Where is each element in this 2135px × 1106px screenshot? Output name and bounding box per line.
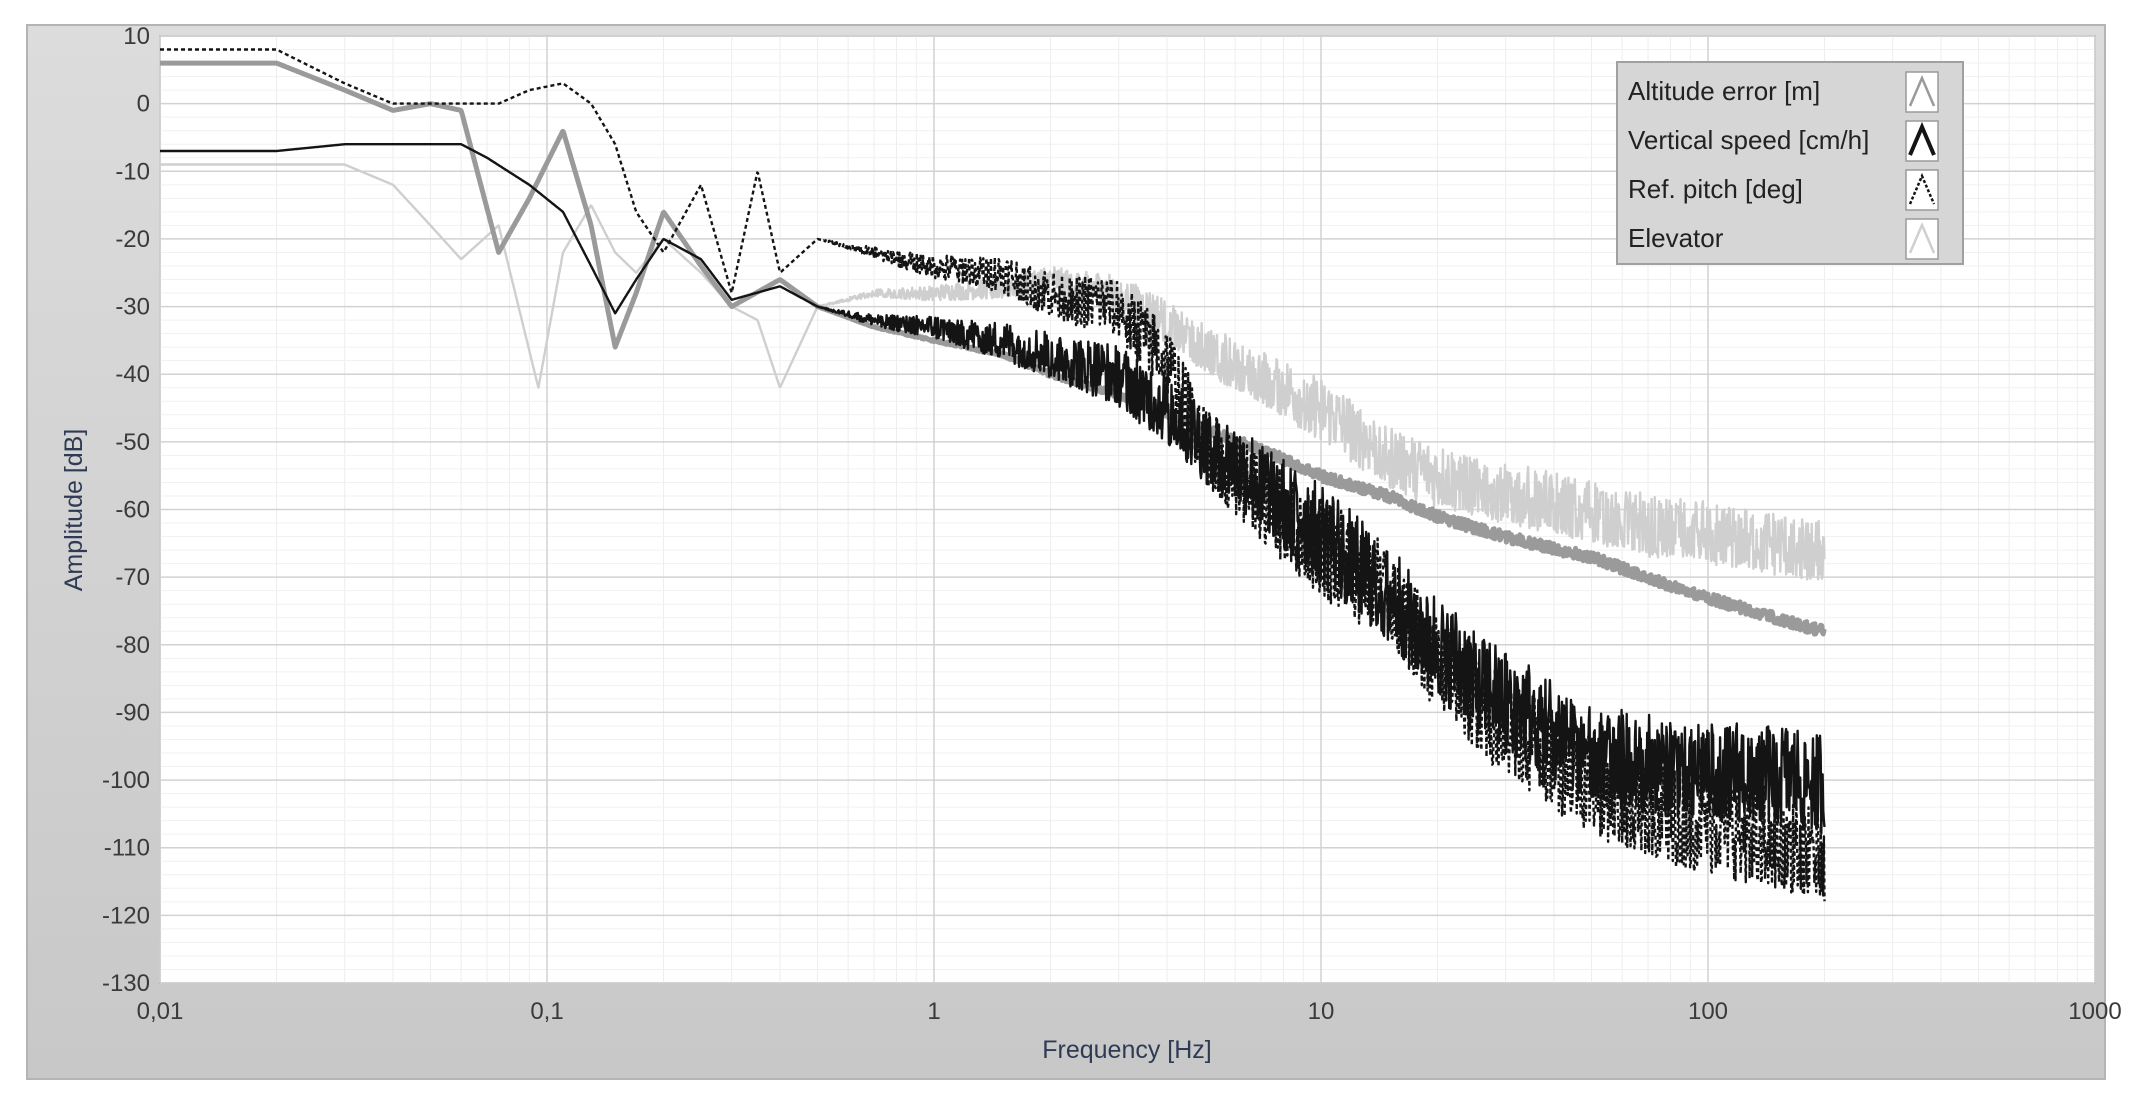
y-tick-label: -110 bbox=[104, 835, 150, 862]
y-tick-label: 10 bbox=[123, 23, 150, 50]
legend-swatch-line bbox=[1908, 172, 1936, 205]
legend-items: Altitude error [m] Vertical speed [cm/h] R… bbox=[1628, 71, 1939, 260]
x-tick-label: 1 bbox=[927, 998, 940, 1025]
legend-swatch-line bbox=[1908, 121, 1936, 156]
y-tick-label: -20 bbox=[115, 226, 150, 253]
y-axis-title: Amplitude [dB] bbox=[60, 429, 88, 592]
tick-label-layer: 0,01 0,1 1 10 100 1000100-10-20-30-40-50-60-7… bbox=[102, 23, 2122, 1025]
y-tick-label: -30 bbox=[115, 294, 150, 321]
y-tick-label: -120 bbox=[102, 902, 150, 929]
x-tick-label: 10 bbox=[1308, 998, 1335, 1025]
y-tick-label: -50 bbox=[115, 429, 150, 456]
y-tick-label: -100 bbox=[102, 767, 150, 794]
legend-swatch-line bbox=[1908, 221, 1936, 254]
series-line-2 bbox=[160, 48, 1826, 902]
legend-label: Altitude error [m] bbox=[1628, 76, 1820, 106]
x-tick-label: 0,1 bbox=[530, 998, 563, 1025]
y-tick-label: -70 bbox=[115, 564, 150, 591]
y-tick-label: 0 bbox=[137, 91, 150, 118]
legend-label: Vertical speed [cm/h] bbox=[1628, 125, 1869, 155]
legend: Altitude error [m] Vertical speed [cm/h] R… bbox=[1616, 61, 1964, 265]
x-tick-label: 100 bbox=[1688, 998, 1728, 1025]
y-tick-label: -60 bbox=[115, 497, 150, 524]
y-tick-label: -130 bbox=[102, 970, 150, 997]
legend-label: Elevator bbox=[1628, 223, 1724, 253]
legend-swatch-line bbox=[1908, 74, 1936, 107]
y-tick-label: -80 bbox=[115, 632, 150, 659]
x-axis-title: Frequency [Hz] bbox=[1042, 1036, 1212, 1064]
x-tick-label: 1000 bbox=[2068, 998, 2121, 1025]
y-tick-label: -10 bbox=[115, 158, 150, 185]
y-tick-label: -40 bbox=[115, 361, 150, 388]
series-layer bbox=[160, 48, 1827, 902]
x-tick-label: 0,01 bbox=[137, 998, 184, 1025]
legend-label: Ref. pitch [deg] bbox=[1628, 174, 1803, 204]
y-tick-label: -90 bbox=[115, 699, 150, 726]
series-line-3 bbox=[160, 163, 1826, 581]
